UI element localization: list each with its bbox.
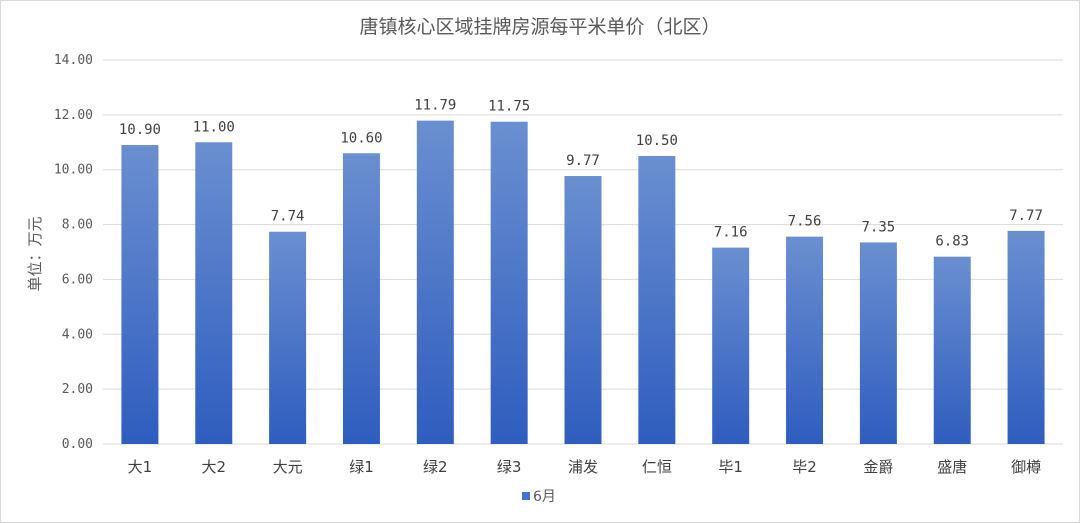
bars — [121, 120, 1045, 445]
y-tick-label: 8.00 — [62, 218, 93, 233]
x-tick-label: 绿1 — [349, 458, 374, 476]
data-label: 7.77 — [1009, 208, 1043, 224]
bar — [121, 145, 159, 444]
data-label: 7.16 — [714, 225, 748, 241]
bar — [933, 256, 971, 444]
data-label: 7.74 — [271, 209, 305, 225]
y-tick-label: 10.00 — [54, 163, 93, 178]
legend-swatch — [522, 492, 530, 500]
x-tick-label: 浦发 — [568, 458, 598, 476]
y-tick-label: 2.00 — [62, 382, 93, 397]
data-label: 9.77 — [566, 153, 600, 169]
bar — [786, 236, 824, 444]
data-label: 7.56 — [788, 214, 822, 230]
bar — [195, 142, 233, 445]
data-label: 7.35 — [862, 219, 896, 235]
y-tick-label: 6.00 — [62, 272, 93, 287]
bar — [1007, 230, 1045, 444]
y-tick-label: 12.00 — [54, 108, 93, 123]
x-tick-label: 大1 — [128, 458, 153, 476]
data-label: 11.75 — [488, 99, 530, 115]
bar — [638, 156, 676, 444]
x-tick-label: 绿2 — [423, 458, 448, 476]
bar — [712, 247, 750, 444]
chart-title: 唐镇核心区域挂牌房源每平米单价（北区） — [359, 16, 720, 38]
x-tick-label: 御樽 — [1011, 458, 1041, 476]
y-tick-labels: 0.00 2.00 4.00 6.00 8.00 10.00 12.00 14.00 — [54, 53, 93, 452]
legend: 6月 — [522, 489, 556, 505]
bar — [416, 120, 454, 445]
x-tick-label: 大2 — [201, 458, 226, 476]
data-label: 11.79 — [414, 98, 456, 114]
data-labels: 10.90 11.00 7.74 10.60 11.79 11.75 9.77 10.50 7.… — [119, 98, 1043, 250]
data-label: 6.83 — [935, 234, 969, 250]
legend-label: 6月 — [533, 489, 556, 505]
x-tick-label: 毕2 — [792, 458, 817, 476]
y-tick-label: 4.00 — [62, 327, 93, 342]
bar — [269, 231, 307, 444]
data-label: 11.00 — [193, 119, 235, 135]
data-label: 10.90 — [119, 122, 161, 138]
bar — [859, 242, 897, 444]
y-tick-label: 0.00 — [62, 437, 93, 452]
x-tick-label: 盛唐 — [937, 458, 967, 476]
x-tick-label: 仁恒 — [642, 458, 672, 476]
x-tick-label: 大元 — [273, 458, 303, 476]
x-tick-label: 金爵 — [863, 458, 893, 476]
x-tick-labels: 大1 大2 大元 绿1 绿2 绿3 浦发 仁恒 毕1 毕2 金爵 盛唐 御樽 — [128, 458, 1041, 476]
data-label: 10.60 — [340, 130, 382, 146]
x-tick-label: 绿3 — [497, 458, 522, 476]
bar — [564, 176, 602, 444]
bar — [342, 153, 380, 444]
y-tick-label: 14.00 — [54, 53, 93, 68]
x-tick-label: 毕1 — [718, 458, 743, 476]
data-label: 10.50 — [636, 133, 678, 149]
bar — [490, 121, 528, 444]
y-axis-label: 单位：万元 — [26, 216, 44, 291]
